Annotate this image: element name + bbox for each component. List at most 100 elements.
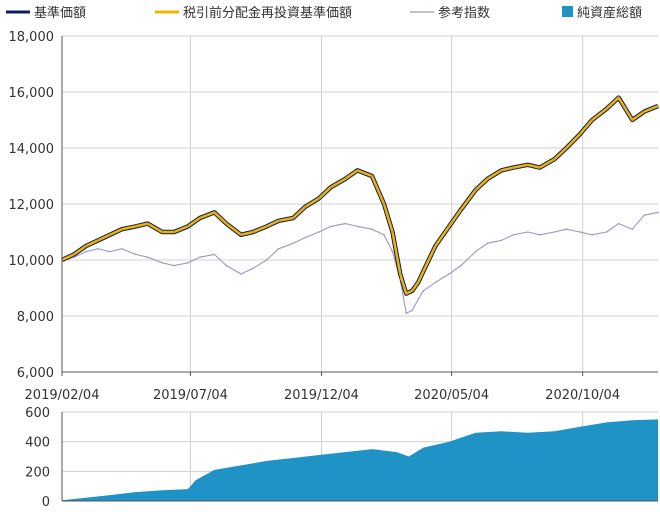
series-1-point-23 <box>356 169 359 172</box>
series-2-point-14 <box>240 273 242 275</box>
series-2-point-2 <box>85 250 87 253</box>
series-2-point-15 <box>252 267 254 270</box>
series-1-point-9 <box>173 231 175 233</box>
series-1-point-22 <box>344 178 347 180</box>
series-2-point-25 <box>383 234 385 236</box>
series-2-point-11 <box>199 256 201 259</box>
series-1-point-47 <box>631 119 634 121</box>
main-chart-series <box>61 95 659 315</box>
series-2-point-22 <box>344 222 347 225</box>
series-2-point-21 <box>330 225 332 228</box>
series-2-point-38 <box>512 234 515 236</box>
series-1-point-37 <box>500 169 503 172</box>
main-ytick-label-0: 6,000 <box>17 366 54 381</box>
legend-label-0: 基準価額 <box>34 5 86 21</box>
legend-label-3: 純資産総額 <box>577 5 642 21</box>
series-1-point-5 <box>121 228 123 230</box>
series-2-point-23 <box>356 225 359 228</box>
series-1-point-19 <box>304 206 307 208</box>
series-2-point-42 <box>565 228 568 230</box>
legend: 基準価額 税引前分配金再投資基準価額 参考指数 純資産総額 <box>6 5 642 21</box>
series-1-point-40 <box>539 166 541 169</box>
series-1-point-6 <box>134 225 137 228</box>
series-2-point-13 <box>225 264 228 267</box>
asset-chart-series <box>62 419 658 501</box>
series-2-point-5 <box>121 248 123 250</box>
series-1-point-4 <box>109 234 111 236</box>
series-2-point-33 <box>448 273 450 275</box>
series-2-point-46 <box>617 222 620 225</box>
series-2-point-26 <box>391 250 394 253</box>
series-1-point-16 <box>265 225 268 228</box>
series-1-point-8 <box>161 231 163 233</box>
legend-swatch-3 <box>562 6 573 17</box>
main-xtick-label-0: 2019/02/04 <box>25 388 100 403</box>
series-1-point-27 <box>399 273 402 275</box>
series-1-point-12 <box>213 211 216 214</box>
asset-ytick-label-0: 0 <box>42 495 50 508</box>
series-1-point-48 <box>643 110 646 113</box>
series-1-point-43 <box>579 133 581 135</box>
series-2-point-19 <box>304 236 307 239</box>
main-ytick-label-2: 10,000 <box>9 254 55 269</box>
series-2-point-44 <box>591 234 593 236</box>
main-chart-axes: 6,000 8,000 10,000 12,000 14,000 16,000 18,000… <box>9 30 658 403</box>
series-1-point-1 <box>73 253 75 256</box>
series-1-point-18 <box>292 217 295 219</box>
series-2-point-49 <box>657 211 659 214</box>
series-2-point-29 <box>411 309 414 312</box>
series-2-point-6 <box>134 253 137 256</box>
series-1-point-10 <box>187 225 189 228</box>
series-2-point-18 <box>292 242 295 244</box>
series-2-point-34 <box>460 264 462 267</box>
series-1-point-41 <box>553 158 556 160</box>
series-1-point-2 <box>85 245 87 247</box>
series-2-point-9 <box>173 264 175 267</box>
series-1-point-15 <box>252 231 254 233</box>
series-2-point-31 <box>422 290 425 292</box>
asset-ytick-label-1: 200 <box>25 465 50 480</box>
main-xtick-label-2: 2019/12/04 <box>284 388 359 403</box>
series-1-point-44 <box>591 119 593 121</box>
main-chart-grid <box>62 35 658 372</box>
main-ytick-label-5: 16,000 <box>9 86 55 101</box>
series-1-point-32 <box>434 245 437 247</box>
main-ytick-label-3: 12,000 <box>9 198 55 213</box>
series-2-point-12 <box>213 253 216 256</box>
series-2-point-41 <box>553 231 556 233</box>
series-2-point-3 <box>97 248 99 250</box>
series-2-point-43 <box>579 231 581 233</box>
series-2-point-24 <box>371 228 373 230</box>
series-1-point-14 <box>240 234 242 236</box>
series-1-point-34 <box>460 208 462 211</box>
series-1-point-30 <box>417 281 420 284</box>
series-1-point-29 <box>411 290 414 292</box>
series-2-point-39 <box>527 231 529 233</box>
series-1-point-38 <box>512 166 515 169</box>
series-1-point-3 <box>97 239 99 242</box>
series-1-point-11 <box>199 217 201 219</box>
series-1-point-49 <box>657 105 659 107</box>
series-1-point-45 <box>605 108 608 110</box>
series-2-point-48 <box>643 214 646 216</box>
series-1-point-39 <box>527 164 529 166</box>
series-line-nav <box>61 95 659 296</box>
series-1-point-24 <box>371 175 373 177</box>
main-ytick-label-4: 14,000 <box>9 142 55 157</box>
series-2-point-7 <box>146 256 149 259</box>
asset-chart-axes: 0 200 400 600 <box>25 406 658 510</box>
series-1-point-42 <box>565 147 568 149</box>
series-2-point-4 <box>109 250 111 253</box>
series-1-point-31 <box>422 270 425 273</box>
legend-label-2: 参考指数 <box>438 5 490 21</box>
asset-ytick-label-3: 600 <box>25 406 50 421</box>
main-ytick-label-1: 8,000 <box>17 310 54 325</box>
series-2-point-20 <box>318 231 320 233</box>
main-xtick-label-1: 2019/07/04 <box>153 388 228 403</box>
series-area-net-assets <box>62 419 658 501</box>
legend-label-1: 税引前分配金再投資基準価額 <box>183 5 352 21</box>
series-2-point-27 <box>399 278 402 281</box>
series-1-point-35 <box>474 189 477 191</box>
